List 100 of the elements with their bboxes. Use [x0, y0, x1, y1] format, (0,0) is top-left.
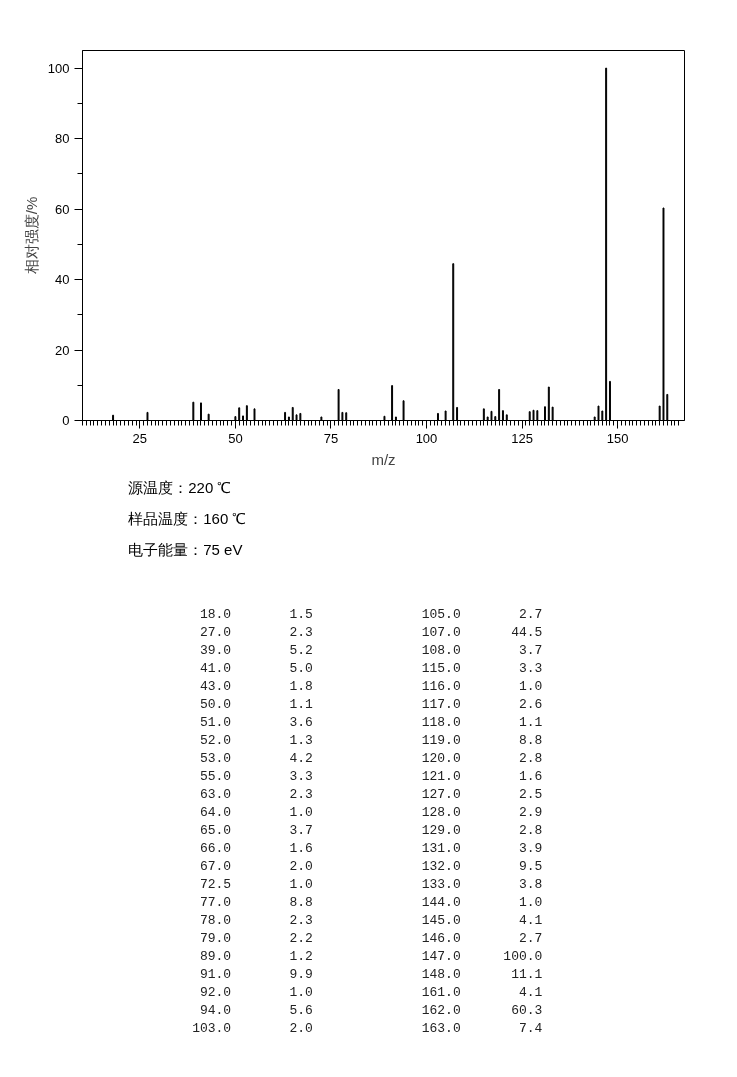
category-label: 105.0 — [421, 607, 461, 622]
data-label: 2.3 — [289, 913, 313, 928]
data-label: 2.3 — [289, 787, 313, 802]
data-label: 7.4 — [518, 1021, 543, 1036]
category-label: 148.0 — [421, 967, 461, 982]
category-label: 64.0 — [199, 805, 232, 820]
data-label: 100.0 — [503, 949, 543, 964]
category-label: 72.5 — [199, 877, 232, 892]
data-label: 2.7 — [518, 931, 543, 946]
x-axis-title: m/z — [371, 450, 396, 468]
category-label: 63.0 — [199, 787, 232, 802]
category-label: 144.0 — [421, 895, 461, 910]
category-label: 65.0 — [199, 823, 232, 838]
text: 源温度：220 ℃ — [128, 479, 232, 496]
data-label: 2.0 — [289, 859, 313, 874]
data-label: 3.7 — [289, 823, 313, 838]
text: 样品温度：160 ℃ — [128, 510, 247, 527]
category-label: 145.0 — [421, 913, 461, 928]
x-tick-label: 100 — [415, 430, 438, 446]
data-label: 1.2 — [289, 949, 313, 964]
category-label: 67.0 — [199, 859, 232, 874]
category-label: 39.0 — [199, 643, 232, 658]
data-label: 5.2 — [289, 643, 313, 658]
data-label: 4.2 — [289, 751, 313, 766]
data-label: 2.7 — [518, 607, 543, 622]
category-label: 103.0 — [192, 1021, 232, 1036]
category-label: 117.0 — [421, 697, 461, 712]
category-label: 108.0 — [421, 643, 461, 658]
data-label: 4.1 — [518, 913, 543, 928]
category-label: 119.0 — [421, 733, 461, 748]
category-label: 115.0 — [421, 661, 461, 676]
y-tick-label: 0 — [62, 413, 70, 428]
category-label: 51.0 — [199, 715, 232, 730]
x-tick-label: 50 — [228, 430, 243, 446]
category-label: 52.0 — [199, 733, 232, 748]
category-label: 55.0 — [199, 769, 232, 784]
x-tick-label: 125 — [511, 430, 533, 446]
y-tick-label: 20 — [55, 342, 70, 358]
data-label: 4.1 — [518, 985, 543, 1000]
category-label: 146.0 — [421, 931, 461, 946]
category-label: 161.0 — [421, 985, 461, 1000]
data-label: 2.5 — [518, 787, 543, 802]
data-label: 1.1 — [289, 697, 314, 712]
data-label: 3.7 — [518, 643, 543, 658]
category-label: 43.0 — [199, 679, 232, 694]
category-label: 131.0 — [421, 841, 461, 856]
data-label: 1.0 — [289, 877, 313, 892]
category-label: 91.0 — [199, 967, 232, 982]
data-label: 1.0 — [518, 679, 543, 694]
data-label: 2.2 — [289, 931, 313, 946]
y-tick-label: 60 — [55, 201, 70, 217]
category-label: 120.0 — [421, 751, 461, 766]
data-label: 2.3 — [289, 625, 313, 640]
data-label: 2.8 — [518, 751, 543, 766]
x-tick-label: 25 — [132, 430, 148, 446]
data-label: 11.1 — [511, 967, 543, 982]
category-label: 129.0 — [421, 823, 461, 838]
x-tick-label: 75 — [323, 430, 339, 446]
category-label: 118.0 — [421, 715, 461, 730]
category-label: 79.0 — [199, 931, 232, 946]
data-label: 60.3 — [511, 1003, 543, 1018]
category-label: 116.0 — [421, 679, 461, 694]
data-label: 1.8 — [289, 679, 313, 694]
category-label: 92.0 — [199, 985, 232, 1000]
category-label: 132.0 — [421, 859, 461, 874]
category-label: 127.0 — [421, 787, 461, 802]
category-label: 53.0 — [199, 751, 232, 766]
text: 电子能量：75 eV — [128, 541, 243, 558]
data-label: 2.6 — [518, 697, 543, 712]
data-label: 9.9 — [289, 967, 313, 982]
data-label: 9.5 — [518, 859, 543, 874]
data-label: 5.6 — [289, 1003, 313, 1018]
data-label: 3.8 — [518, 877, 543, 892]
data-label: 3.3 — [289, 769, 313, 784]
y-tick-label: 40 — [55, 272, 70, 288]
y-axis-title: 相对强度/% — [22, 196, 40, 275]
category-label: 27.0 — [199, 625, 232, 640]
data-label: 2.0 — [289, 1021, 313, 1036]
category-label: 41.0 — [199, 661, 232, 676]
category-label: 18.0 — [199, 607, 232, 622]
data-label: 1.0 — [518, 895, 543, 910]
category-label: 163.0 — [421, 1021, 461, 1036]
data-label: 1.6 — [518, 769, 543, 784]
data-label: 1.0 — [289, 805, 313, 820]
data-label: 8.8 — [518, 733, 543, 748]
category-label: 133.0 — [421, 877, 461, 892]
data-label: 1.5 — [289, 607, 313, 622]
category-label: 121.0 — [421, 769, 461, 784]
category-label: 107.0 — [421, 625, 461, 640]
category-label: 89.0 — [199, 949, 232, 964]
category-label: 147.0 — [421, 949, 461, 964]
category-label: 78.0 — [199, 913, 232, 928]
data-label: 3.6 — [289, 715, 313, 730]
y-tick-label: 100 — [47, 60, 70, 76]
data-label: 5.0 — [289, 661, 313, 676]
data-label: 1.0 — [289, 985, 313, 1000]
y-tick-label: 80 — [55, 131, 70, 147]
data-label: 1.3 — [289, 733, 313, 748]
category-label: 50.0 — [199, 697, 232, 712]
category-label: 66.0 — [199, 841, 232, 856]
